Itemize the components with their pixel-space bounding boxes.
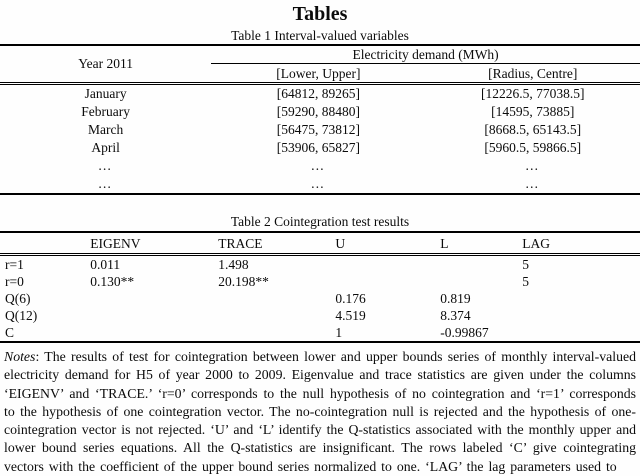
u-cell: 1: [335, 325, 343, 340]
notes-label: Notes: [4, 349, 36, 364]
row-label-cell: C: [5, 325, 15, 340]
table2-col-header-l: L: [440, 236, 449, 251]
l-cell: -0.99867: [440, 325, 489, 340]
radius-centre-cell: [12226.5, 77038.5]: [481, 86, 585, 101]
eigenv-cell: [90, 290, 218, 307]
lag-cell: 5: [522, 274, 529, 289]
trace-cell: 1.498: [218, 257, 249, 272]
table-row: … … …: [0, 157, 640, 175]
table-row: April [53906, 65827] [5960.5, 59866.5]: [0, 139, 640, 157]
eigenv-cell: 0.011: [90, 257, 121, 272]
trace-cell: [218, 290, 335, 307]
eigenv-cell: [90, 307, 218, 324]
u-cell: 4.519: [335, 308, 366, 323]
trace-cell: [218, 307, 335, 324]
lower-upper-cell: [59290, 88480]: [276, 104, 360, 119]
table-row: March [56475, 73812] [8668.5, 65143.5]: [0, 121, 640, 139]
lower-upper-cell: [56475, 73812]: [276, 122, 360, 137]
row-label-cell: Q(12): [5, 308, 38, 323]
row-label-cell: r=1: [5, 257, 24, 272]
lag-cell: [522, 290, 640, 307]
ellipsis-cell: …: [310, 176, 327, 191]
l-cell: [440, 273, 522, 290]
table-row: Q(6) 0.176 0.819: [0, 290, 640, 307]
table2-caption: Table 2 Cointegration test results: [230, 214, 410, 229]
table-row: C 1 -0.99867: [0, 324, 640, 342]
month-cell: April: [91, 140, 120, 155]
table-row: February [59290, 88480] [14595, 73885]: [0, 103, 640, 121]
radius-centre-cell: [5960.5, 59866.5]: [484, 140, 582, 155]
l-cell: 0.819: [440, 291, 471, 306]
table1-interval-valued-variables: Year 2011 Electricity demand (MWh) [Lowe…: [0, 44, 640, 195]
table1-corner-header: Year 2011: [78, 56, 133, 71]
table1-body: January [64812, 89265] [12226.5, 77038.5…: [0, 84, 640, 195]
table-row: EIGENV TRACE U L LAG: [0, 232, 640, 255]
u-cell: [335, 273, 440, 290]
table2-body: r=1 0.011 1.498 5 r=0 0.130** 20.198** 5…: [0, 255, 640, 343]
eigenv-cell: 0.130**: [90, 274, 135, 289]
trace-cell: 20.198**: [218, 274, 269, 289]
table1-header: Year 2011 Electricity demand (MWh) [Lowe…: [0, 45, 640, 84]
table-row: … … …: [0, 175, 640, 194]
ellipsis-cell: …: [525, 158, 541, 173]
table2-header: EIGENV TRACE U L LAG: [0, 232, 640, 255]
lower-upper-cell: [53906, 65827]: [276, 140, 360, 155]
lag-cell: [522, 307, 640, 324]
notes-text: : The results of test for cointegration …: [4, 349, 636, 474]
table2-col-header-blank: [0, 232, 90, 255]
table-row: [Lower, Upper] [Radius, Centre]: [0, 64, 640, 84]
eigenv-cell: [90, 324, 218, 342]
row-label-cell: r=0: [5, 274, 24, 289]
lag-cell: 5: [522, 257, 529, 272]
u-cell: [335, 255, 440, 274]
ellipsis-cell: …: [310, 158, 327, 173]
ellipsis-cell: …: [97, 158, 114, 173]
table1-col-header-radius-centre: [Radius, Centre]: [488, 66, 578, 81]
table1-group-header: Electricity demand (MWh): [211, 45, 640, 64]
lag-cell: [522, 324, 640, 342]
table2-col-header-trace: TRACE: [218, 236, 263, 251]
month-cell: January: [84, 86, 127, 101]
trace-cell: [218, 324, 335, 342]
table1-caption: Table 1 Interval-valued variables: [231, 28, 409, 43]
u-cell: 0.176: [335, 291, 366, 306]
table2-col-header-eigenv: EIGENV: [90, 236, 141, 251]
table-row: r=0 0.130** 20.198** 5: [0, 273, 640, 290]
month-cell: February: [81, 104, 130, 119]
table-row: Year 2011 Electricity demand (MWh): [0, 45, 640, 71]
table2-col-header-u: U: [335, 236, 346, 251]
table2-col-header-lag: LAG: [522, 236, 550, 251]
table-row: January [64812, 89265] [12226.5, 77038.5…: [0, 84, 640, 104]
table-row: Q(12) 4.519 8.374: [0, 307, 640, 324]
radius-centre-cell: [14595, 73885]: [491, 104, 575, 119]
table2-cointegration-test-results: EIGENV TRACE U L LAG r=1 0.011 1.498 5 r…: [0, 231, 640, 343]
notes-paragraph: Notes: The results of test for cointegra…: [0, 348, 640, 476]
lower-upper-cell: [64812, 89265]: [276, 86, 360, 101]
table1-col-header-lower-upper: [Lower, Upper]: [276, 66, 361, 81]
l-cell: 8.374: [440, 308, 471, 323]
radius-centre-cell: [8668.5, 65143.5]: [484, 122, 582, 137]
table-row: r=1 0.011 1.498 5: [0, 255, 640, 274]
l-cell: [440, 255, 522, 274]
month-cell: March: [87, 122, 124, 137]
ellipsis-cell: …: [97, 176, 114, 191]
page-title: Tables: [292, 3, 348, 25]
ellipsis-cell: …: [525, 176, 541, 191]
row-label-cell: Q(6): [5, 291, 31, 306]
